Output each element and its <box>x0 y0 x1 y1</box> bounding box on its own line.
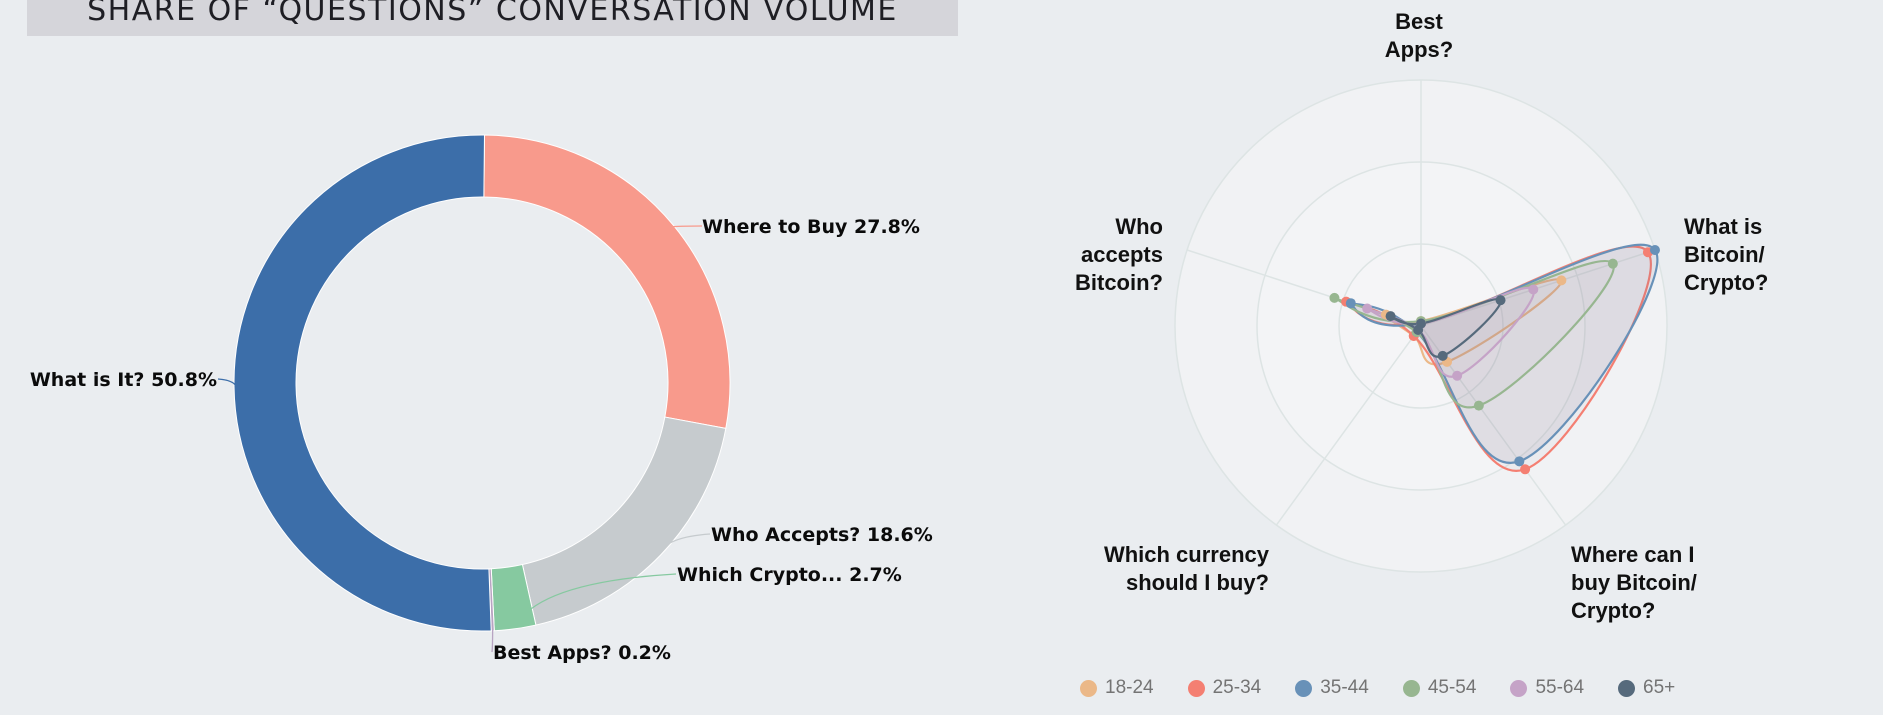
donut-leader-line <box>217 378 237 387</box>
radar-point-45-54[interactable] <box>1329 292 1340 303</box>
legend-item-55-64[interactable]: 55-64 <box>1510 677 1584 699</box>
legend-swatch <box>1080 679 1097 697</box>
donut-leader-line <box>514 573 677 628</box>
legend-item-65+[interactable]: 65+ <box>1618 677 1675 699</box>
legend-item-25-34[interactable]: 25-34 <box>1187 677 1262 699</box>
radar-axis-label: Which currency should I buy? <box>1104 542 1270 595</box>
radar-axis-label: What is Bitcoin/Crypto? <box>1684 214 1768 295</box>
legend-label: 18-24 <box>1105 677 1154 698</box>
donut-label-which-crypto: Which Crypto... 2.7% <box>677 564 902 586</box>
radar-point-35-44[interactable] <box>1649 244 1660 255</box>
radar-point-35-44[interactable] <box>1345 298 1356 309</box>
page-title: SHARE OF “QUESTIONS” CONVERSATION VOLUME <box>87 0 898 28</box>
radar-point-55-64[interactable] <box>1528 284 1539 295</box>
donut-chart: Where to Buy 27.8% Who Accepts? 18.6% Whic… <box>30 134 933 664</box>
legend-swatch <box>1295 679 1313 697</box>
radar-point-55-64[interactable] <box>1452 370 1463 381</box>
legend-item-35-44[interactable]: 35-44 <box>1295 677 1369 699</box>
legend-item-45-54[interactable]: 45-54 <box>1402 677 1477 699</box>
legend-swatch <box>1510 679 1528 697</box>
legend-label: 35-44 <box>1320 677 1369 698</box>
legend-swatch <box>1187 679 1205 697</box>
legend-swatch <box>1402 679 1420 697</box>
radar-point-45-54[interactable] <box>1473 400 1484 411</box>
radar-point-65+[interactable] <box>1385 311 1396 322</box>
donut-leader-line <box>671 225 703 228</box>
radar-spoke <box>1275 325 1422 526</box>
radar-point-25-34[interactable] <box>1520 464 1531 475</box>
radar-point-18-24[interactable] <box>1556 275 1567 286</box>
donut-label-what-is-it: What is It? 50.8% <box>30 369 217 391</box>
legend-swatch <box>1618 679 1636 697</box>
donut-label-who-accepts: Who Accepts? 18.6% <box>711 524 933 546</box>
donut-leader-line <box>658 533 711 555</box>
legend-label: 45-54 <box>1427 677 1477 698</box>
legend-label: 55-64 <box>1535 677 1585 698</box>
donut-slice-what-is-it[interactable] <box>233 134 492 632</box>
radar-point-35-44[interactable] <box>1514 456 1525 467</box>
radar-point-65+[interactable] <box>1495 295 1506 306</box>
radar-axis-label: Best Apps? <box>1385 9 1453 62</box>
radar-point-45-54[interactable] <box>1607 258 1618 269</box>
donut-label-where-to-buy: Where to Buy 27.8% <box>702 216 920 238</box>
donut-label-best-apps: Best Apps? 0.2% <box>493 642 671 664</box>
radar-point-65+[interactable] <box>1437 350 1448 361</box>
radar-point-65+[interactable] <box>1413 324 1424 335</box>
title-bar: SHARE OF “QUESTIONS” CONVERSATION VOLUME <box>27 0 958 36</box>
legend-label: 65+ <box>1643 677 1676 698</box>
legend-item-18-24[interactable]: 18-24 <box>1080 677 1154 699</box>
donut-leader-line <box>491 628 494 653</box>
legend-label: 25-34 <box>1212 677 1262 698</box>
radar-axis-label: Who accepts Bitcoin? <box>1075 214 1163 295</box>
radar-legend: 18-24 25-34 35-44 45-54 55-64 65+ <box>1080 675 1709 701</box>
radar-point-55-64[interactable] <box>1362 303 1373 314</box>
